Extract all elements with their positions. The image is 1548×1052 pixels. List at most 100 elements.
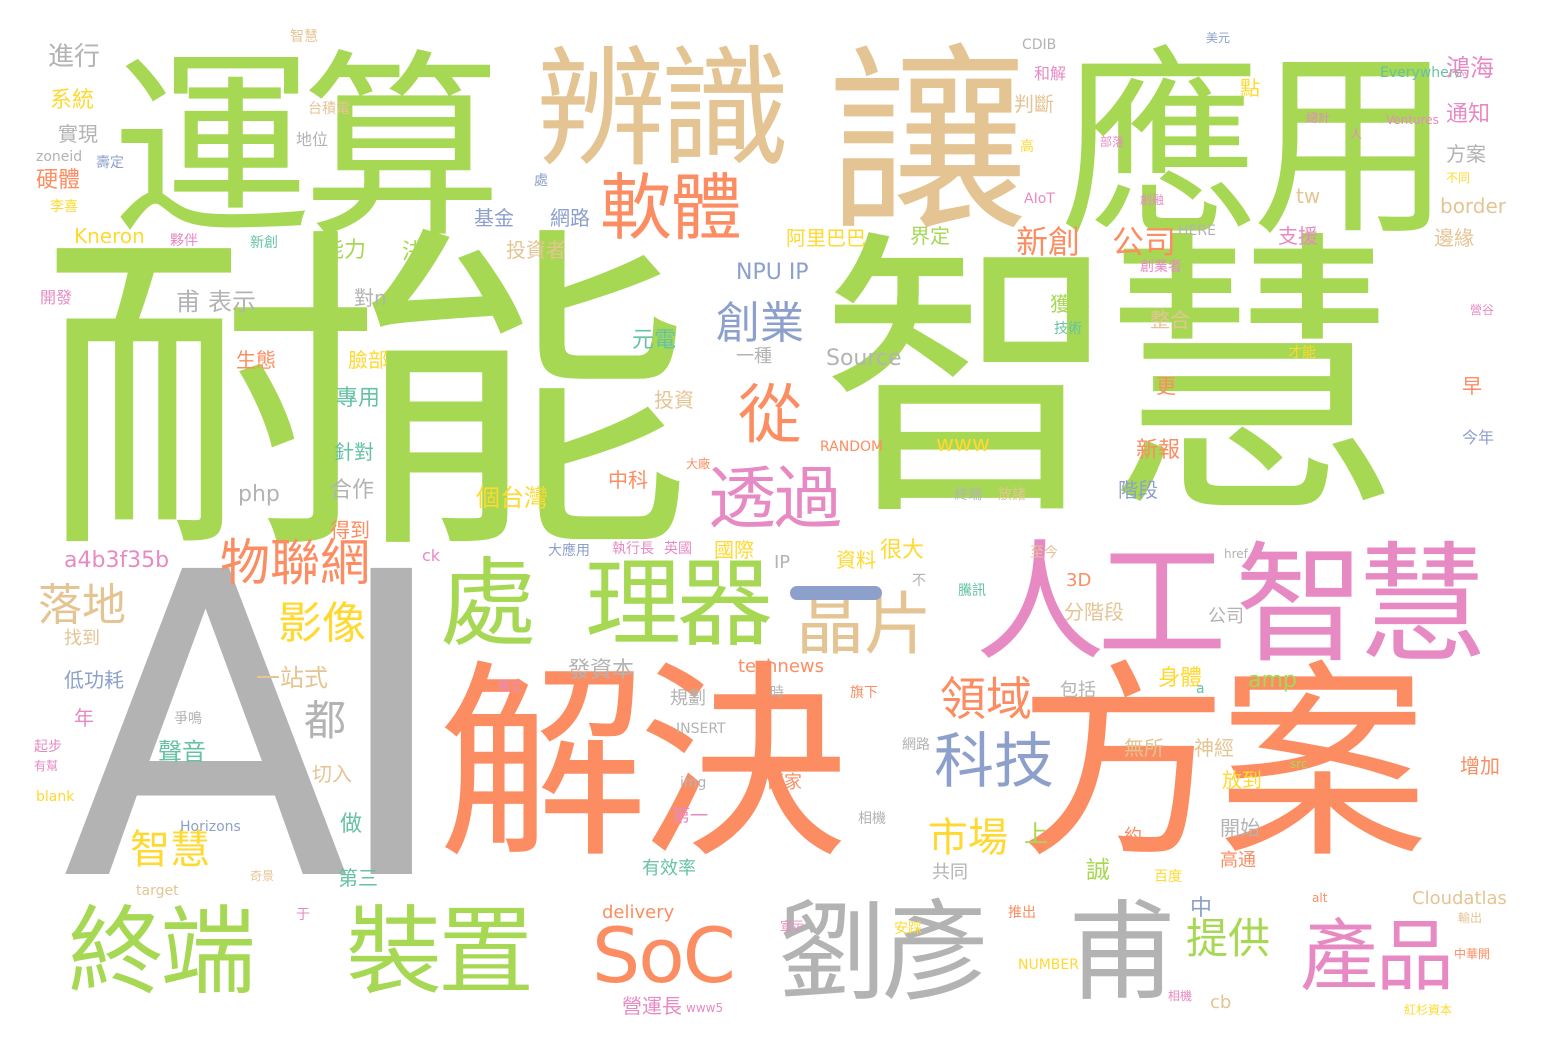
word: 表示 — [208, 288, 256, 316]
word: 網路 — [902, 737, 930, 753]
word: 大應用 — [548, 543, 590, 559]
word: 國際 — [714, 538, 754, 562]
word: 騰訊 — [958, 583, 986, 599]
word: 部落 — [1100, 135, 1125, 149]
word: 硬體 — [36, 168, 81, 193]
word: NUMBER — [1018, 957, 1079, 973]
word: 爭鳴 — [174, 711, 202, 727]
word: 界定 — [910, 224, 950, 248]
word: Cloudatlas — [1412, 888, 1507, 909]
word: 創融 — [1140, 193, 1165, 207]
word: Horizons — [180, 819, 241, 835]
dash-mark — [790, 586, 882, 600]
word: 網路 — [550, 206, 590, 230]
word: 台積電 — [308, 101, 350, 117]
word: 獨立 — [498, 679, 523, 693]
word: 身體 — [1158, 666, 1203, 691]
word: 做 — [340, 812, 363, 837]
word: 誠 — [1086, 856, 1110, 884]
word: 基金 — [474, 206, 514, 230]
word: 決 — [402, 240, 425, 265]
word: 新創 — [1016, 223, 1081, 261]
word: blank — [36, 789, 75, 805]
word: 讓 — [828, 27, 1029, 260]
word: 臉部 — [348, 348, 388, 372]
word: zoneid — [36, 149, 83, 165]
word: 公司 — [1208, 606, 1244, 627]
word: 低功耗 — [64, 668, 124, 692]
word: www5 — [686, 1001, 724, 1015]
word: 增加 — [1460, 754, 1500, 778]
word: 獲得 — [1050, 292, 1090, 316]
word: 理器 — [585, 548, 773, 660]
word: 百度 — [1154, 869, 1182, 885]
word: 分階段 — [1064, 600, 1124, 624]
word: SoC — [592, 911, 736, 1000]
word: 投資 — [654, 388, 694, 412]
word: 提供 — [1186, 914, 1271, 963]
word: 運算 — [112, 33, 502, 266]
word: 方案 — [1446, 142, 1486, 166]
word: 推出 — [1008, 905, 1036, 921]
word: 輸出 — [1458, 911, 1483, 925]
word: 夥伴 — [170, 233, 198, 249]
word: 中華開 — [1454, 947, 1491, 961]
word: 終端 — [954, 487, 982, 503]
word: 安踩 — [894, 921, 922, 937]
word: 能力 — [322, 238, 367, 263]
word: 美元 — [1206, 31, 1231, 45]
word: 都 — [304, 696, 347, 745]
word: alt — [1312, 891, 1328, 905]
word: 不 — [912, 573, 926, 589]
word: 終端 — [68, 896, 256, 1008]
word: 時 — [770, 685, 784, 701]
word: 起步 — [34, 739, 62, 755]
word: Source — [826, 346, 902, 371]
word: 第三 — [338, 866, 378, 890]
word: 科技 — [934, 727, 1054, 797]
word: 支援 — [1278, 224, 1318, 248]
word: 阿里巴巴 — [786, 226, 866, 250]
word: 一站式 — [256, 664, 328, 692]
word: 一種 — [736, 346, 772, 367]
word: INSERT — [676, 721, 726, 737]
word: 紅杉資本 — [1404, 1003, 1453, 1017]
word: ck — [422, 546, 441, 565]
word: 共同 — [932, 862, 968, 883]
word: 辨識 — [536, 33, 790, 185]
word: 很大 — [880, 538, 925, 563]
word: 今年 — [1462, 428, 1495, 447]
word: AIoT — [1024, 191, 1055, 207]
word: 放到 — [1222, 768, 1262, 792]
word: 不同 — [1446, 171, 1471, 185]
word: 投資者 — [506, 238, 566, 262]
word: 營運長 — [622, 994, 682, 1018]
word: tw — [1296, 184, 1321, 208]
word: 宣示 — [780, 919, 805, 933]
word: 放諸 — [998, 487, 1026, 503]
word: 才能 — [1288, 345, 1316, 361]
word: 點 — [1240, 76, 1260, 100]
word: 劉彥 — [778, 891, 990, 1016]
word: 李喜 — [50, 199, 78, 215]
word: 實現 — [58, 122, 98, 146]
word: target — [136, 883, 179, 899]
word: 人 — [1350, 127, 1363, 141]
word: 有幫 — [34, 759, 59, 773]
word: 智慧 — [130, 827, 210, 873]
word: Ventures — [1386, 113, 1439, 127]
word: AI — [62, 485, 453, 974]
word: 處 — [534, 173, 548, 189]
word: 規劃 — [670, 688, 706, 709]
word: NPU IP — [736, 260, 809, 285]
word: 專用 — [336, 386, 381, 411]
word: 第一 — [672, 806, 708, 827]
word: 智慧 — [820, 207, 1400, 556]
word: 資料 — [836, 548, 876, 572]
word: 包括 — [1060, 680, 1096, 701]
word: 相機 — [1168, 989, 1193, 1003]
word: 百家 — [766, 772, 802, 793]
word: 合作 — [330, 478, 375, 503]
word: 新創 — [250, 235, 278, 251]
word: 影像 — [278, 598, 366, 649]
